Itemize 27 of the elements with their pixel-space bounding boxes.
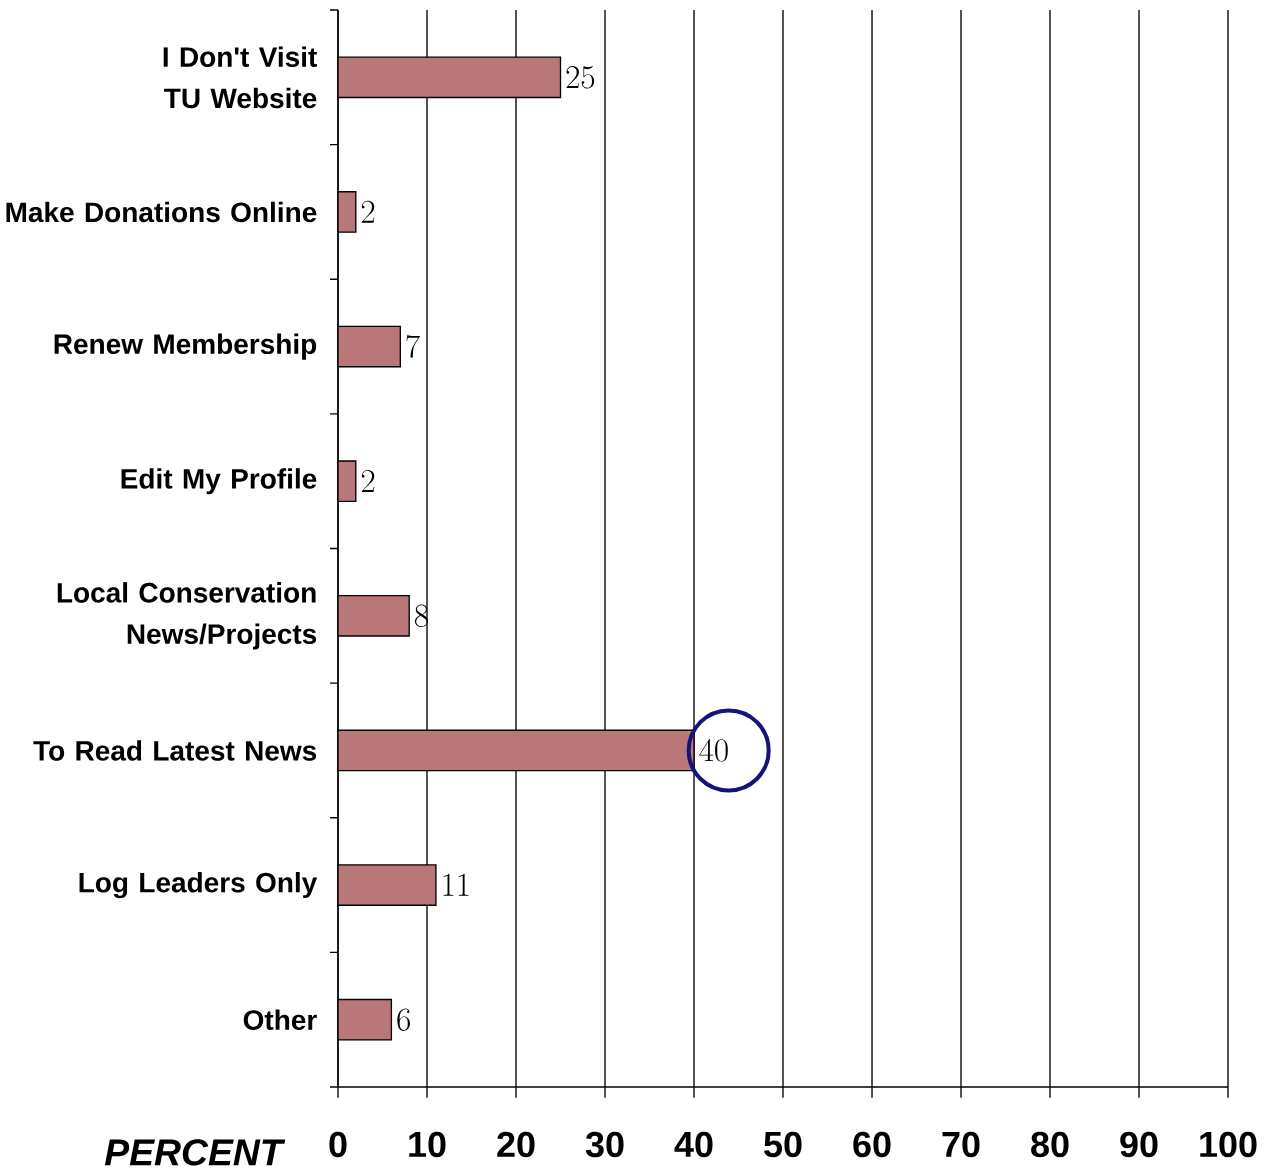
x-tick-label: 0	[329, 1131, 347, 1158]
data-label: 2	[361, 469, 375, 492]
x-tick-label: 50	[764, 1131, 802, 1158]
x-tick-label: 10	[409, 1131, 446, 1158]
y-tick-label: Log Leaders Only	[79, 871, 318, 899]
x-tick-label: 30	[585, 1131, 624, 1158]
y-tick-label: Other	[243, 1009, 317, 1030]
y-tick-label: Make Donations Online	[6, 201, 317, 223]
x-tick-label: 40	[674, 1131, 713, 1158]
data-label: 40	[699, 738, 728, 762]
y-tick-label: Edit My Profile	[121, 468, 317, 495]
data-label: 2	[361, 200, 375, 223]
y-tick-label: Local Conservation News/Projects	[57, 582, 317, 650]
x-tick-label: 100	[1200, 1131, 1257, 1158]
x-tick-label: 20	[497, 1131, 535, 1158]
x-axis-title: PERCENT	[104, 1139, 286, 1166]
data-label: 11	[443, 873, 469, 896]
y-tick-label: To Read Latest News	[33, 740, 317, 761]
x-tick-label: 80	[1031, 1131, 1069, 1158]
data-label: 7	[406, 334, 420, 358]
data-label: 25	[566, 66, 595, 89]
y-tick-label: I Don't Visit TU Website	[163, 46, 317, 109]
data-label: 6	[397, 1008, 410, 1031]
x-tick-label: 60	[853, 1131, 891, 1158]
x-tick-label: 90	[1120, 1131, 1158, 1158]
x-tick-label: 70	[942, 1131, 980, 1158]
y-tick-label: Renew Membership	[54, 333, 317, 360]
